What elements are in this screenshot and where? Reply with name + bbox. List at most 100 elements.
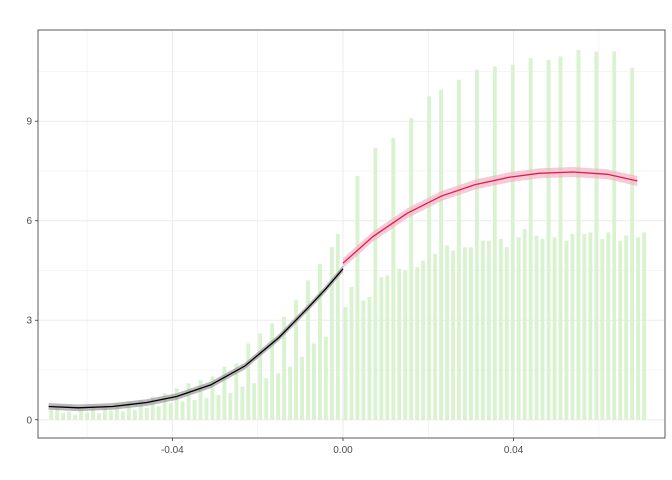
histogram-bar xyxy=(276,373,281,420)
histogram-bar xyxy=(103,404,107,420)
histogram-bar xyxy=(222,366,227,420)
histogram-bar xyxy=(79,409,83,420)
histogram-bar xyxy=(312,343,316,420)
histogram-bar xyxy=(174,388,179,420)
fit-lines xyxy=(48,171,638,409)
histogram-bar xyxy=(421,260,426,420)
histogram-bar xyxy=(144,408,149,420)
histogram-bar xyxy=(564,240,569,420)
histogram-bar xyxy=(403,270,408,420)
histogram-bar xyxy=(630,68,635,420)
histogram-bar xyxy=(85,412,89,420)
histogram-bar xyxy=(367,297,372,420)
histogram-bar xyxy=(258,333,263,420)
left-fit-line xyxy=(48,268,344,409)
y-tick-label: 0 xyxy=(26,415,32,426)
histogram-bar xyxy=(355,175,360,420)
histogram-bar xyxy=(379,277,384,420)
histogram-bar xyxy=(186,383,191,420)
histogram-bar xyxy=(126,401,131,420)
histogram-bar xyxy=(97,413,101,420)
histogram-bar xyxy=(636,237,641,420)
histogram-bar xyxy=(335,234,340,420)
histogram-bar xyxy=(234,363,239,420)
histogram-bar xyxy=(385,275,390,420)
histogram-bar xyxy=(204,398,209,420)
histogram-bar xyxy=(469,247,473,420)
histogram-bar xyxy=(228,393,233,420)
histogram-bar xyxy=(216,394,221,420)
histogram-bar xyxy=(504,247,509,420)
histogram-bar xyxy=(612,51,617,420)
histogram-bar xyxy=(120,411,125,420)
histogram-bar xyxy=(294,300,298,420)
histogram-bar xyxy=(114,403,119,420)
histogram-bar xyxy=(270,323,275,420)
histogram-bar xyxy=(246,343,251,420)
histogram-bar xyxy=(516,237,521,420)
histogram-bar xyxy=(288,366,292,420)
histogram-bar xyxy=(323,336,328,420)
histogram-bar xyxy=(300,356,304,420)
histogram-bar xyxy=(409,117,414,420)
histogram-bar xyxy=(594,51,599,420)
histogram-bar xyxy=(318,263,322,420)
histogram-bar xyxy=(588,232,593,420)
histogram-bar xyxy=(168,403,173,420)
histogram-bar xyxy=(486,240,491,420)
histogram-bar xyxy=(210,376,215,420)
histogram-bar xyxy=(433,253,438,420)
x-axis: -0.04 0.00 0.04 xyxy=(161,438,524,456)
histogram-bar xyxy=(282,316,287,420)
histogram-bar xyxy=(600,238,605,420)
histogram-bar xyxy=(498,238,503,420)
histogram-bar xyxy=(49,409,54,420)
histogram-bar xyxy=(91,407,95,420)
histogram-bar xyxy=(109,410,113,420)
histogram-bar xyxy=(192,399,197,420)
histogram-bar xyxy=(480,240,485,420)
histogram-bar xyxy=(546,59,551,420)
histogram-bar xyxy=(439,89,443,420)
histogram-bar xyxy=(397,268,402,420)
histogram-bar xyxy=(180,401,185,420)
histogram-bar xyxy=(240,386,245,420)
histogram-bar xyxy=(329,247,334,420)
histogram-bar xyxy=(618,240,623,420)
histogram-bar xyxy=(445,245,449,420)
histogram-bar xyxy=(642,232,647,420)
histogram-bar xyxy=(534,235,539,420)
histogram-bar xyxy=(606,232,611,420)
plot-border xyxy=(37,29,666,439)
histogram-bar xyxy=(162,393,167,420)
histogram-bar xyxy=(73,414,78,420)
histogram-bar xyxy=(570,234,575,420)
histogram-bar xyxy=(427,96,432,420)
histogram-bar xyxy=(415,267,420,420)
histogram-bar xyxy=(582,234,587,420)
histogram-bar xyxy=(306,280,310,420)
bars xyxy=(49,49,647,420)
histogram-bar xyxy=(349,287,354,420)
histogram-bar xyxy=(132,409,137,420)
x-tick-label: 0.04 xyxy=(504,445,524,456)
histogram-bar xyxy=(61,413,66,420)
right-fit-line xyxy=(342,171,638,264)
histogram-bar xyxy=(451,250,455,420)
histogram-bar xyxy=(576,49,581,420)
y-axis: 0 3 6 9 xyxy=(26,117,38,426)
histogram-bar xyxy=(558,56,563,420)
histogram-bar xyxy=(474,69,479,420)
histogram-bar xyxy=(264,378,269,420)
histogram-bar xyxy=(492,66,497,420)
histogram-bar xyxy=(252,383,257,420)
histogram-bar xyxy=(540,238,545,420)
histogram-bar xyxy=(361,300,366,420)
histogram-bar xyxy=(156,406,161,420)
y-tick-label: 6 xyxy=(26,216,32,227)
histogram-bar xyxy=(55,408,60,420)
histogram-bar xyxy=(457,79,461,420)
histogram-bar xyxy=(150,396,155,420)
x-tick-label: 0.00 xyxy=(333,445,353,456)
